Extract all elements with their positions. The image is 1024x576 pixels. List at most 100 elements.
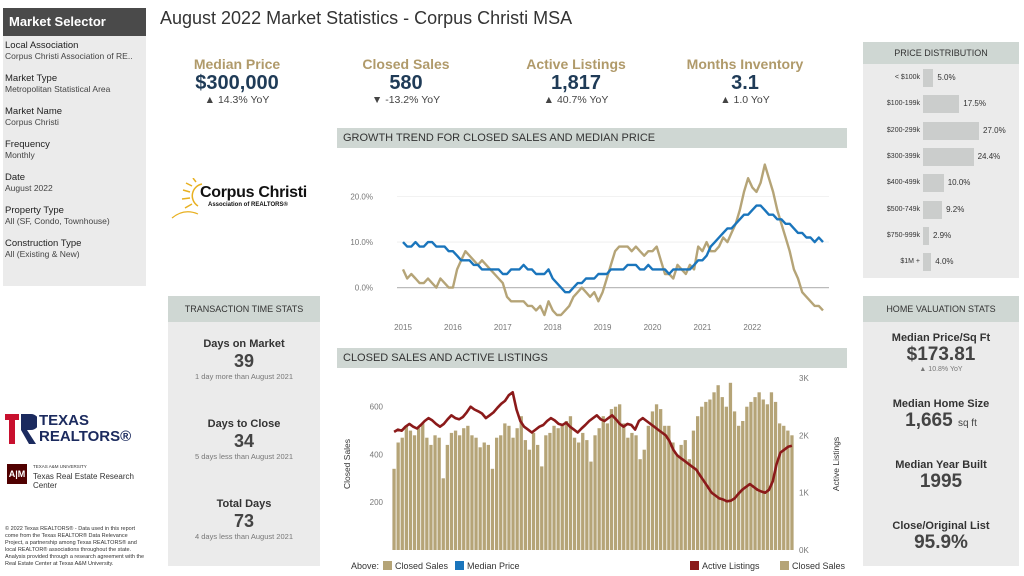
closed-sales-bar [716,385,720,550]
y2-tick-label: 2K [799,431,809,440]
closed-sales-bar [761,399,765,550]
closed-sales-bar [404,425,408,550]
closed-sales-bar [622,423,626,550]
closed-sales-bar [782,425,786,550]
closed-sales-bar [396,442,400,550]
filter-market-name[interactable]: Market Name Corpus Christi [5,106,146,128]
filter-value[interactable]: All (SF, Condo, Townhouse) [5,216,110,226]
closed-sales-bar [605,423,609,550]
closed-sales-bar [757,392,761,550]
kpi-label: Months Inventory [686,56,804,72]
filter-local-association[interactable]: Local Association Corpus Christi Associa… [5,40,146,62]
valuation-value: $173.81 [906,344,976,365]
filter-value[interactable]: Corpus Christi [5,117,59,127]
cc-logo-sub: Association of REALTORS® [208,202,288,208]
legend-swatch [690,561,699,570]
filter-frequency[interactable]: Frequency Monthly [5,139,146,161]
closed-sales-bar [696,416,700,550]
closed-sales-bar [585,440,589,550]
price-category: $100-199k [886,100,920,108]
filter-value[interactable]: All (Existing & New) [5,249,80,259]
x-tick-label: 2015 [394,323,412,332]
y2-tick-label: 3K [799,374,809,383]
stat-note: 4 days less than August 2021 [195,532,293,541]
sales-listings-chart: 200 400 600 0K 1K 2K 3K Closed Sales Active List… [342,374,841,555]
y-tick-label: 20.0% [350,192,373,201]
closed-sales-bar [745,406,749,550]
closed-sales-bar [417,428,421,550]
closed-sales-bar [507,425,511,550]
price-pct: 17.5% [963,99,986,109]
filter-property-type[interactable]: Property Type All (SF, Condo, Townhouse) [5,205,146,227]
closed-sales-bar [486,444,490,550]
stat-value: 34 [233,431,255,451]
closed-sales-bar [425,437,429,550]
kpi-value: 3.1 [731,72,759,94]
closed-sales-bar [490,468,495,550]
filter-value[interactable]: Corpus Christi Association of RE.. [5,51,133,61]
filter-value[interactable]: Monthly [5,150,35,160]
price-category: $300-399k [886,152,920,160]
tamu-top-text: TEXAS A&M UNIVERSITY [33,464,87,469]
legend-item-closed-sales[interactable]: Closed Sales [383,561,448,571]
tamu-box-icon: A|M [7,464,27,484]
price-pct: 27.0% [983,125,1006,135]
price-category: $400-499k [886,179,920,187]
filter-value[interactable]: August 2022 [5,183,53,193]
price-pct: 10.0% [947,178,971,188]
legend-above-label: Above: [351,561,380,571]
legend-item-median-price[interactable]: Median Price [455,561,520,571]
closed-sales-bar [474,437,478,550]
filter-value[interactable]: Metropolitan Statistical Area [5,84,111,94]
closed-sales-bar [408,430,413,550]
closed-sales-bar [773,401,778,550]
closed-sales-bar [462,428,466,550]
stat-note: 5 days less than August 2021 [195,452,293,461]
kpi-label: Active Listings [526,56,626,72]
price-category: $200-299k [886,126,920,134]
closed-sales-bar [675,454,679,550]
closed-sales-bar [593,435,597,550]
kpi-change: ▼ -13.2% YoY [371,94,441,106]
valuation-value: 1,665 sq ft [863,410,1019,435]
price-row: $1M + 4.0% [863,252,1019,272]
legend-item-closed-sales-2[interactable]: Closed Sales [780,561,845,571]
closed-sales-bar [577,442,581,550]
stat-note: 1 day more than August 2021 [195,372,293,381]
closed-sales-bar [720,397,724,550]
valuation-price-per-sqft: Median Price/Sq Ft $173.81 ▲ 10.8% YoY [863,332,1019,373]
copyright-note: © 2022 Texas REALTORS® - Data used in th… [5,526,145,567]
kpi-change: ▲ 14.3% YoY [204,94,270,106]
closed-sales-bar [478,447,482,550]
closed-sales-bar [704,401,708,550]
tamu-logo: A|M TEXAS A&M UNIVERSITY Texas Real Esta… [5,462,155,490]
filter-date[interactable]: Date August 2022 [5,172,146,194]
filter-market-type[interactable]: Market Type Metropolitan Statistical Are… [5,73,146,95]
closed-sales-bar [511,437,515,550]
market-selector-title: Market Selector [3,8,146,36]
closed-sales-bar [786,430,790,550]
price-pct: 9.2% [946,204,965,214]
y2-tick-label: 0K [799,546,809,555]
closed-sales-bar [618,404,622,550]
price-row: $100-199k 17.5% [863,94,1019,114]
closed-sales-bar [433,435,437,550]
filter-construction-type[interactable]: Construction Type All (Existing & New) [5,238,146,260]
filter-label: Local Association [5,40,79,51]
closed-sales-bar [663,425,667,550]
legend-text: Closed Sales [395,561,449,571]
closed-sales-bar [437,437,441,550]
closed-sales-bar [659,409,663,550]
stat-label: Days on Market [203,338,285,350]
stat-label: Days to Close [207,418,281,430]
closed-sales-bar [560,425,564,550]
closed-sales-bar [503,423,507,550]
closed-sales-bar [691,430,696,550]
closed-sales-bar [458,435,462,550]
y-tick-label: 400 [370,450,384,459]
legend-item-active-listings[interactable]: Active Listings [690,561,760,571]
valuation-label: Close/Original List [892,520,990,532]
closed-sales-bar [400,437,404,550]
sun-logo-icon [171,178,203,219]
legend-text: Active Listings [702,561,760,571]
